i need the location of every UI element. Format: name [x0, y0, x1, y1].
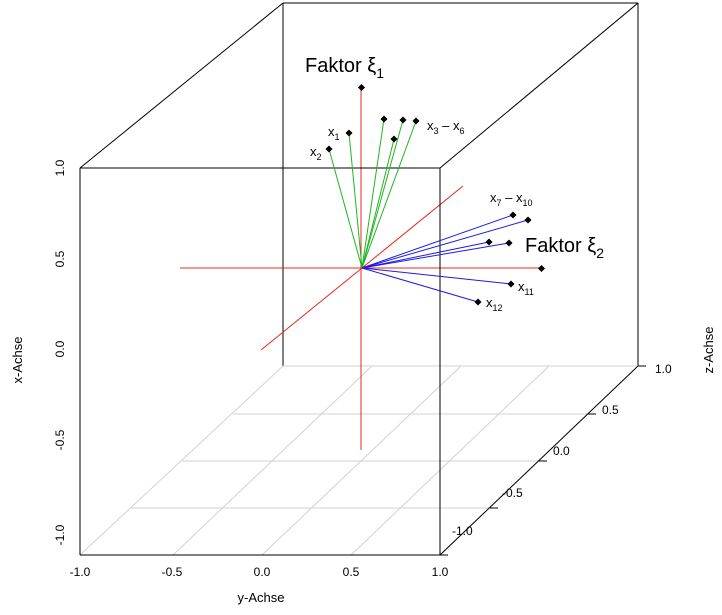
tick-x-0.0: 0.0	[53, 340, 67, 357]
x-axis-title: x-Achse	[10, 337, 25, 384]
tick-y-0.5: 0.5	[343, 565, 360, 579]
vector-x4	[361, 119, 404, 269]
tick-y-1.0: 1.0	[432, 565, 449, 579]
vectors-xi2	[361, 214, 529, 303]
label-x7-x10: x7 – x10	[490, 190, 533, 208]
x-axis-ticks: 1.0 0.5 0.0 -0.5 -1.0	[53, 159, 67, 545]
point-x1	[345, 129, 353, 137]
tick-y-0.0: 0.0	[254, 565, 271, 579]
vector-x5	[361, 120, 417, 269]
label-x1: x1	[328, 124, 340, 142]
label-x11: x11	[518, 279, 534, 297]
point-x12	[474, 298, 482, 306]
factor-xi1-label: Faktor ξ1	[305, 55, 384, 81]
box-front-face	[79, 2, 639, 556]
point-x11	[507, 280, 515, 288]
tick-x--0.5: -0.5	[53, 429, 67, 450]
z-axis-title: z-Achse	[701, 327, 716, 374]
floor-grid	[79, 365, 639, 556]
point-x4	[399, 116, 407, 124]
y-axis-title: y-Achse	[238, 590, 285, 605]
vector-x7	[361, 214, 514, 269]
factor-xi2-label: Faktor ξ2	[525, 235, 604, 261]
tick-x-1.0: 1.0	[53, 159, 67, 176]
label-x12: x12	[486, 295, 503, 313]
vectors-xi1	[328, 118, 417, 269]
vector-x2	[328, 148, 363, 269]
point-xi2	[537, 264, 546, 273]
point-xi1	[357, 83, 366, 92]
tick-y--1.0: -1.0	[70, 565, 91, 579]
vector-x1	[348, 132, 363, 269]
point-x2	[325, 145, 333, 153]
label-x2: x2	[310, 144, 322, 162]
vector-x10	[361, 242, 510, 269]
tick-x--1.0: -1.0	[53, 524, 67, 545]
tick-x-0.5: 0.5	[53, 250, 67, 267]
vector-x8	[361, 219, 529, 269]
vector-x3	[361, 118, 385, 269]
point-x5	[412, 117, 420, 125]
vector-x12	[361, 267, 479, 303]
tick-z--1.0: -1.0	[452, 524, 473, 538]
vector-x11	[361, 267, 512, 285]
point-x3	[380, 115, 388, 123]
tick-y--0.5: -0.5	[162, 565, 183, 579]
point-x7	[509, 211, 517, 219]
tick-z-0.5: 0.5	[602, 403, 619, 417]
tick-z-0.0: 0.0	[553, 444, 570, 458]
axes-3d	[180, 88, 542, 450]
tick-z--0.5: -0.5	[502, 486, 523, 500]
label-x3-x6: x3 – x6	[427, 118, 465, 136]
point-x8	[524, 216, 532, 224]
point-x6	[390, 135, 398, 143]
point-x9	[485, 238, 493, 246]
vector-x6	[361, 138, 395, 269]
tick-z-1.0: 1.0	[655, 362, 672, 376]
vector-endpoints	[325, 83, 546, 306]
vector-x9	[361, 241, 490, 269]
point-x10	[505, 239, 513, 247]
y-axis-ticks: -1.0 -0.5 0.0 0.5 1.0	[70, 565, 449, 579]
z-axis-ticks: -1.0 -0.5 0.0 0.5 1.0	[440, 362, 672, 556]
